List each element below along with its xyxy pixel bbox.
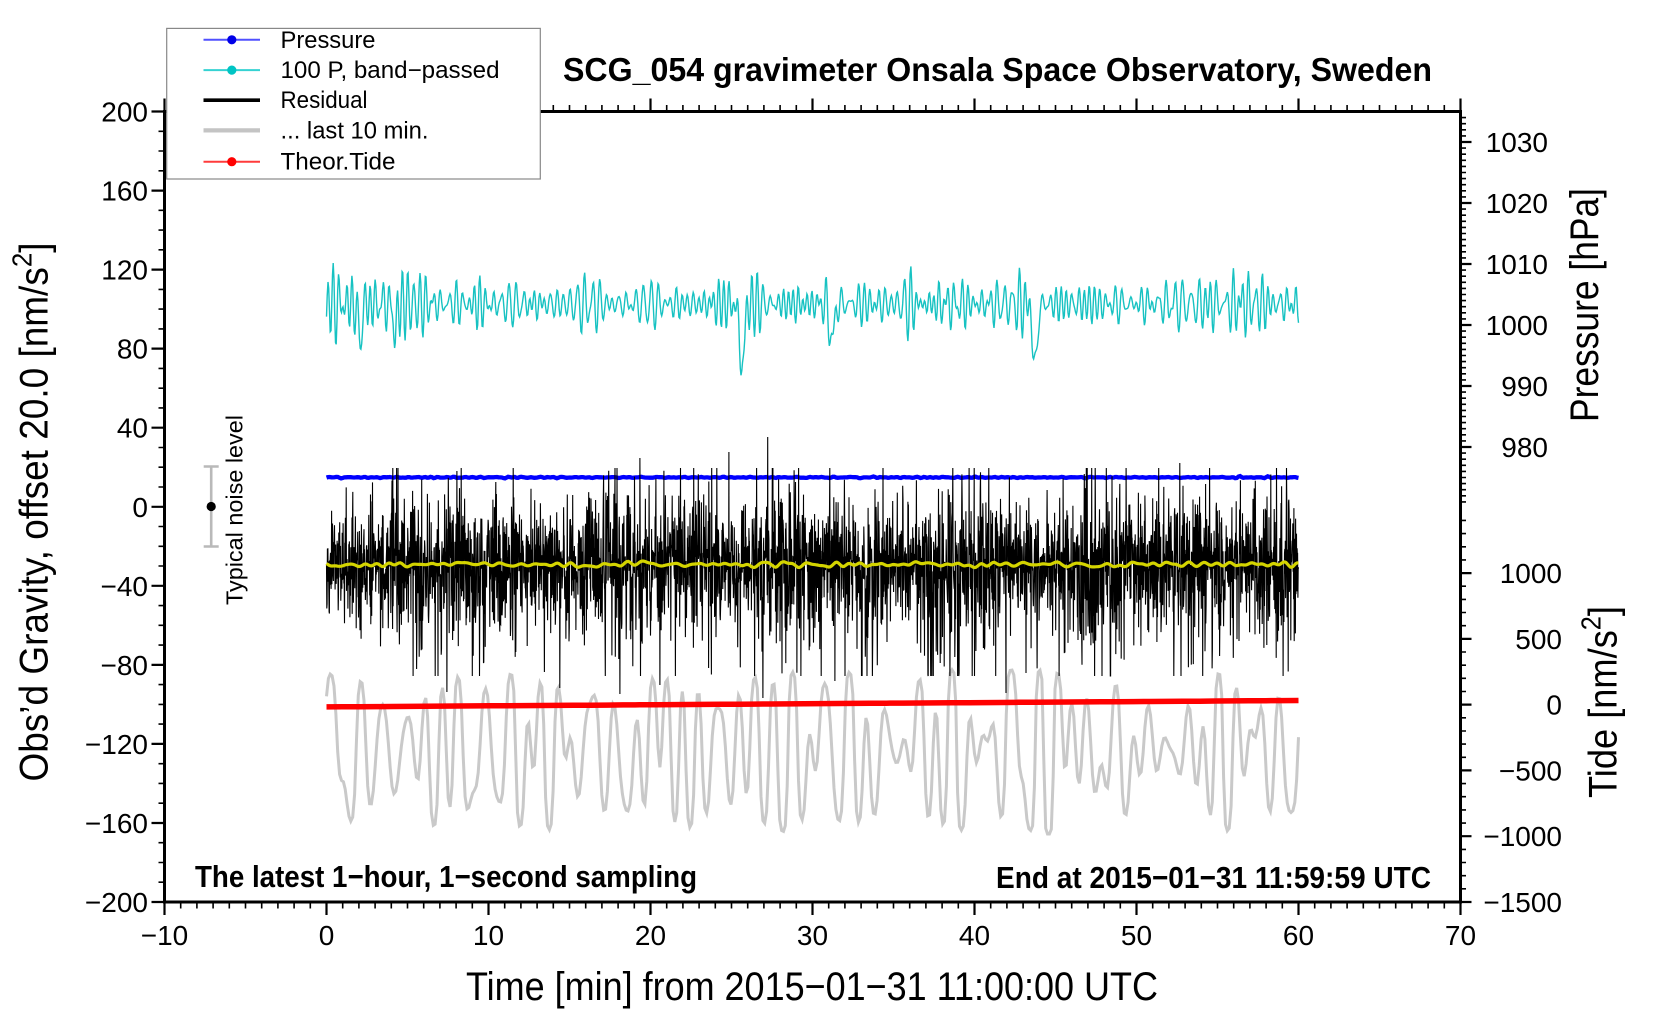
svg-text:Theor.Tide: Theor.Tide xyxy=(281,149,396,176)
svg-text:50: 50 xyxy=(1121,920,1152,951)
svg-text:−1500: −1500 xyxy=(1483,887,1562,918)
svg-text:1030: 1030 xyxy=(1486,127,1548,158)
svg-text:160: 160 xyxy=(101,176,148,207)
svg-text:40: 40 xyxy=(117,413,148,444)
svg-text:Pressure [hPa]: Pressure [hPa] xyxy=(1563,188,1607,422)
svg-text:500: 500 xyxy=(1515,624,1562,655)
svg-text:40: 40 xyxy=(959,920,990,951)
svg-text:1010: 1010 xyxy=(1486,249,1548,280)
svg-text:70: 70 xyxy=(1445,920,1476,951)
svg-text:... last 10 min.: ... last 10 min. xyxy=(281,117,429,144)
svg-text:80: 80 xyxy=(117,334,148,365)
svg-text:120: 120 xyxy=(101,255,148,286)
svg-text:0: 0 xyxy=(1546,690,1562,721)
svg-text:10: 10 xyxy=(473,920,504,951)
svg-text:20: 20 xyxy=(635,920,666,951)
svg-text:−160: −160 xyxy=(85,808,148,839)
svg-text:Residual: Residual xyxy=(281,87,368,114)
svg-text:The latest 1−hour, 1−second sa: The latest 1−hour, 1−second sampling xyxy=(195,859,697,894)
svg-text:SCG_054 gravimeter Onsala Spac: SCG_054 gravimeter Onsala Space Observat… xyxy=(563,51,1432,88)
svg-text:−200: −200 xyxy=(85,887,148,918)
svg-text:990: 990 xyxy=(1501,371,1548,402)
svg-text:1000: 1000 xyxy=(1500,558,1562,589)
svg-text:Typical noise level: Typical noise level xyxy=(222,415,248,605)
svg-text:200: 200 xyxy=(101,97,148,128)
svg-text:−80: −80 xyxy=(101,650,149,681)
svg-text:0: 0 xyxy=(319,920,335,951)
svg-text:−40: −40 xyxy=(101,571,149,602)
svg-text:Pressure: Pressure xyxy=(281,27,376,54)
svg-text:980: 980 xyxy=(1501,432,1548,463)
svg-text:1020: 1020 xyxy=(1486,188,1548,219)
svg-text:100 P, band−passed: 100 P, band−passed xyxy=(281,57,500,84)
svg-text:−1000: −1000 xyxy=(1483,821,1562,852)
svg-text:−10: −10 xyxy=(141,920,189,951)
svg-text:1000: 1000 xyxy=(1486,310,1548,341)
svg-text:−120: −120 xyxy=(85,729,148,760)
svg-text:End at 2015−01−31 11:59:59 UTC: End at 2015−01−31 11:59:59 UTC xyxy=(996,860,1431,895)
svg-text:60: 60 xyxy=(1283,920,1314,951)
svg-text:30: 30 xyxy=(797,920,828,951)
svg-text:Time [min] from 2015−01−31 11:: Time [min] from 2015−01−31 11:00:00 UTC xyxy=(466,965,1158,1009)
svg-text:0: 0 xyxy=(132,492,148,523)
svg-text:Obs’d Gravity, offset 20.0 [nm: Obs’d Gravity, offset 20.0 [nm/s2] xyxy=(7,243,57,782)
svg-text:Tide [nm/s2]: Tide [nm/s2] xyxy=(1576,606,1626,798)
svg-text:−500: −500 xyxy=(1499,755,1562,786)
